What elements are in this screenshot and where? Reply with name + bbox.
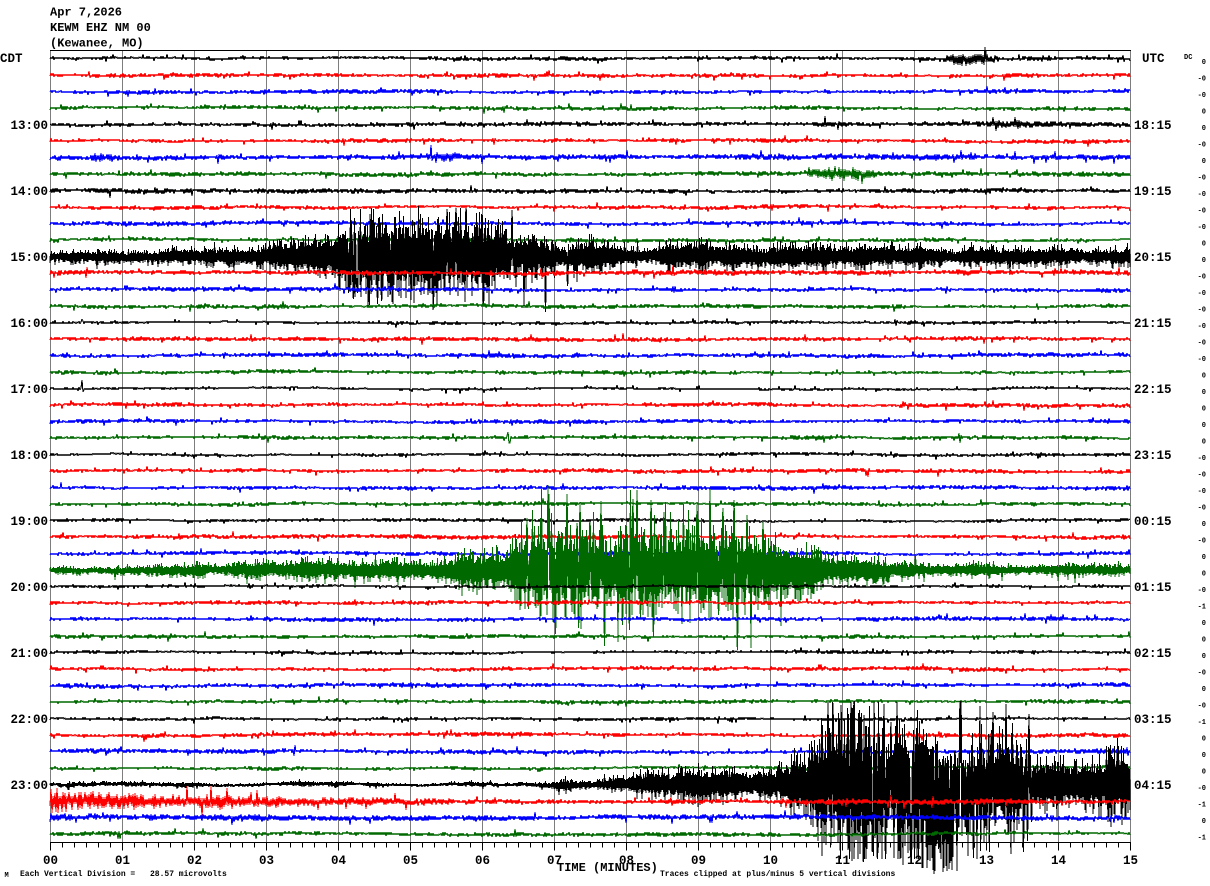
- svg-text:-0: -0: [1198, 587, 1206, 595]
- svg-text:02: 02: [187, 854, 202, 868]
- svg-text:0: 0: [1202, 620, 1206, 628]
- svg-text:Apr 7,2026: Apr 7,2026: [50, 6, 122, 20]
- svg-text:19:00: 19:00: [10, 515, 48, 529]
- svg-text:-0: -0: [1198, 505, 1206, 513]
- svg-text:M: M: [5, 872, 9, 880]
- svg-text:23:00: 23:00: [10, 779, 48, 793]
- svg-text:-0: -0: [1198, 307, 1206, 315]
- svg-text:-1: -1: [1198, 604, 1206, 612]
- svg-text:0: 0: [1202, 439, 1206, 447]
- svg-text:0: 0: [1202, 521, 1206, 529]
- svg-text:00: 00: [43, 854, 58, 868]
- svg-text:21:15: 21:15: [1134, 317, 1172, 331]
- svg-text:Each Vertical Division =: Each Vertical Division =: [20, 870, 135, 879]
- svg-text:-0: -0: [1198, 703, 1206, 711]
- svg-text:02:15: 02:15: [1134, 647, 1172, 661]
- svg-text:-0: -0: [1198, 274, 1206, 282]
- svg-text:22:00: 22:00: [10, 713, 48, 727]
- svg-text:-0: -0: [1198, 224, 1206, 232]
- svg-text:-0: -0: [1198, 538, 1206, 546]
- svg-text:15:00: 15:00: [10, 251, 48, 265]
- svg-text:04:15: 04:15: [1134, 779, 1172, 793]
- svg-text:16:00: 16:00: [10, 317, 48, 331]
- svg-text:0: 0: [1202, 59, 1206, 67]
- svg-text:13: 13: [979, 854, 994, 868]
- svg-text:20:00: 20:00: [10, 581, 48, 595]
- svg-text:0: 0: [1202, 109, 1206, 117]
- svg-text:20:15: 20:15: [1134, 251, 1172, 265]
- svg-text:Traces clipped at plus/minus 5: Traces clipped at plus/minus 5 vertical …: [660, 870, 895, 879]
- svg-text:23:15: 23:15: [1134, 449, 1172, 463]
- svg-text:0: 0: [1202, 422, 1206, 430]
- svg-text:08: 08: [619, 854, 634, 868]
- svg-text:06: 06: [475, 854, 490, 868]
- svg-text:-0: -0: [1198, 142, 1206, 150]
- svg-text:-1: -1: [1198, 719, 1206, 727]
- svg-text:28.57 microvolts: 28.57 microvolts: [150, 870, 227, 879]
- svg-text:14: 14: [1051, 854, 1067, 868]
- svg-text:0: 0: [1202, 373, 1206, 381]
- svg-text:-0: -0: [1198, 92, 1206, 100]
- svg-text:0: 0: [1202, 257, 1206, 265]
- svg-text:TIME (MINUTES): TIME (MINUTES): [557, 861, 658, 875]
- svg-text:UTC: UTC: [1142, 52, 1165, 66]
- svg-text:07: 07: [547, 854, 562, 868]
- svg-text:-1: -1: [1198, 835, 1206, 843]
- svg-text:0: 0: [1202, 769, 1206, 777]
- svg-text:11: 11: [835, 854, 850, 868]
- svg-text:15: 15: [1123, 854, 1138, 868]
- svg-text:0: 0: [1202, 571, 1206, 579]
- svg-text:19:15: 19:15: [1134, 185, 1172, 199]
- svg-text:00:15: 00:15: [1134, 515, 1172, 529]
- svg-text:05: 05: [403, 854, 418, 868]
- svg-text:-0: -0: [1198, 76, 1206, 84]
- svg-text:21:00: 21:00: [10, 647, 48, 661]
- svg-text:04: 04: [331, 854, 347, 868]
- svg-text:-1: -1: [1198, 802, 1206, 810]
- svg-text:-0: -0: [1198, 191, 1206, 199]
- svg-text:CDT: CDT: [0, 52, 23, 66]
- svg-text:0: 0: [1202, 406, 1206, 414]
- svg-text:-0: -0: [1198, 290, 1206, 298]
- svg-text:0: 0: [1202, 637, 1206, 645]
- svg-text:01: 01: [115, 854, 130, 868]
- svg-text:03: 03: [259, 854, 274, 868]
- svg-text:0: 0: [1202, 818, 1206, 826]
- svg-text:0: 0: [1202, 554, 1206, 562]
- svg-text:13:00: 13:00: [10, 119, 48, 133]
- svg-text:0: 0: [1202, 241, 1206, 249]
- svg-text:0: 0: [1202, 389, 1206, 397]
- svg-text:DC: DC: [1184, 54, 1192, 62]
- svg-text:-0: -0: [1198, 472, 1206, 480]
- svg-text:12: 12: [907, 854, 922, 868]
- svg-text:-0: -0: [1198, 340, 1206, 348]
- svg-text:14:00: 14:00: [10, 185, 48, 199]
- svg-text:18:15: 18:15: [1134, 119, 1172, 133]
- svg-text:0: 0: [1202, 158, 1206, 166]
- svg-text:-0: -0: [1198, 455, 1206, 463]
- svg-text:10: 10: [763, 854, 778, 868]
- svg-text:18:00: 18:00: [10, 449, 48, 463]
- svg-text:-0: -0: [1198, 323, 1206, 331]
- svg-text:0: 0: [1202, 736, 1206, 744]
- svg-text:-0: -0: [1198, 175, 1206, 183]
- svg-text:0: 0: [1202, 752, 1206, 760]
- svg-text:0: 0: [1202, 686, 1206, 694]
- svg-text:-0: -0: [1198, 208, 1206, 216]
- svg-text:-0: -0: [1198, 488, 1206, 496]
- svg-text:03:15: 03:15: [1134, 713, 1172, 727]
- svg-text:01:15: 01:15: [1134, 581, 1172, 595]
- svg-text:(Kewanee, MO): (Kewanee, MO): [50, 37, 144, 51]
- svg-text:-0: -0: [1198, 670, 1206, 678]
- svg-text:09: 09: [691, 854, 706, 868]
- svg-text:0: 0: [1202, 125, 1206, 133]
- svg-text:KEWM EHZ NM 00: KEWM EHZ NM 00: [50, 21, 151, 35]
- svg-text:-0: -0: [1198, 785, 1206, 793]
- svg-text:22:15: 22:15: [1134, 383, 1172, 397]
- svg-text:17:00: 17:00: [10, 383, 48, 397]
- svg-text:-0: -0: [1198, 356, 1206, 364]
- svg-text:0: 0: [1202, 653, 1206, 661]
